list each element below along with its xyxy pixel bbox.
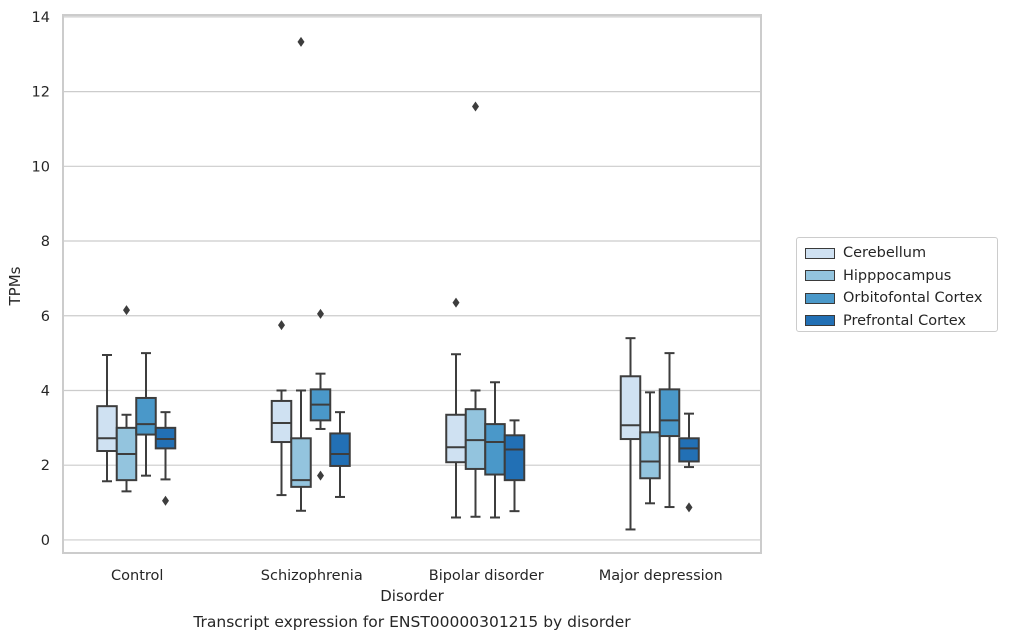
box-2-1 (309, 308, 332, 481)
outlier-point (278, 320, 285, 331)
y-tick-label: 12 (32, 85, 50, 101)
y-tick-label: 8 (41, 234, 50, 250)
box-3-1 (329, 411, 351, 498)
box-3-3 (678, 412, 700, 513)
outlier-point (685, 502, 693, 513)
outlier-point (123, 305, 130, 316)
box-3-2 (503, 419, 526, 513)
legend: Cerebellum Hipppocampus Orbitofontal Corte… (796, 237, 998, 332)
box-0-3 (619, 337, 642, 531)
outlier-point (162, 495, 169, 506)
x-tick-label: Major depression (599, 568, 723, 584)
legend-label: Prefrontal Cortex (843, 312, 966, 329)
legend-label: Orbitofontal Cortex (843, 290, 983, 307)
outlier-point (297, 36, 305, 47)
y-axis-label: TPMs (6, 266, 24, 306)
y-tick-label: 14 (32, 10, 50, 26)
x-tick-label: Schizophrenia (261, 568, 363, 584)
box-1-3 (639, 391, 661, 505)
x-tick-label: Bipolar disorder (429, 568, 544, 584)
box-2-3 (658, 352, 681, 509)
box-body (658, 388, 681, 438)
y-tick-label: 0 (41, 533, 50, 549)
box-body (329, 432, 351, 467)
box-0-1 (270, 320, 293, 497)
y-tick-labels: 0 2 4 6 8 10 12 14 (32, 10, 50, 549)
box-body (464, 408, 487, 470)
box-1-2 (464, 101, 487, 518)
legend-swatch (805, 270, 835, 282)
box-body (96, 405, 118, 453)
outlier-point (317, 308, 324, 319)
box-body (503, 434, 526, 482)
x-tick-labels: Control Schizophrenia Bipolar disorder Majo… (111, 568, 723, 584)
legend-item: Prefrontal Cortex (805, 310, 997, 333)
legend-item: Orbitofontal Cortex (805, 287, 997, 310)
box-1-1 (290, 36, 312, 512)
x-axis-label: Disorder (380, 587, 444, 605)
box-body (678, 437, 700, 463)
box-3-0 (154, 411, 177, 506)
outlier-point (452, 297, 460, 308)
y-tick-label: 6 (41, 309, 50, 325)
box-body (270, 399, 293, 444)
box-2-0 (135, 352, 157, 477)
plot-frame (62, 14, 762, 554)
outlier-point (317, 470, 324, 481)
legend-swatch (805, 247, 835, 259)
legend-item: Hipppocampus (805, 265, 997, 288)
box-body (290, 437, 312, 488)
legend-label: Hipppocampus (843, 267, 952, 284)
grid-lines (63, 16, 761, 541)
x-tick-label: Control (111, 568, 163, 584)
box-body (445, 413, 467, 464)
box-body (639, 431, 661, 480)
box-0-2 (445, 297, 467, 519)
boxes-group (96, 36, 700, 531)
legend-label: Cerebellum (843, 245, 927, 262)
legend-swatch (805, 292, 835, 304)
legend-swatch (805, 315, 835, 327)
box-1-0 (115, 305, 138, 493)
box-body (484, 423, 506, 476)
outlier-point (472, 101, 479, 112)
box-0-0 (96, 353, 118, 483)
box-body (135, 396, 157, 436)
chart-caption: Transcript expression for ENST0000030121… (192, 613, 631, 631)
legend-item: Cerebellum (805, 242, 997, 265)
y-tick-label: 2 (41, 458, 50, 474)
y-tick-label: 4 (41, 383, 50, 399)
y-tick-label: 10 (32, 159, 50, 175)
box-body (619, 375, 642, 441)
